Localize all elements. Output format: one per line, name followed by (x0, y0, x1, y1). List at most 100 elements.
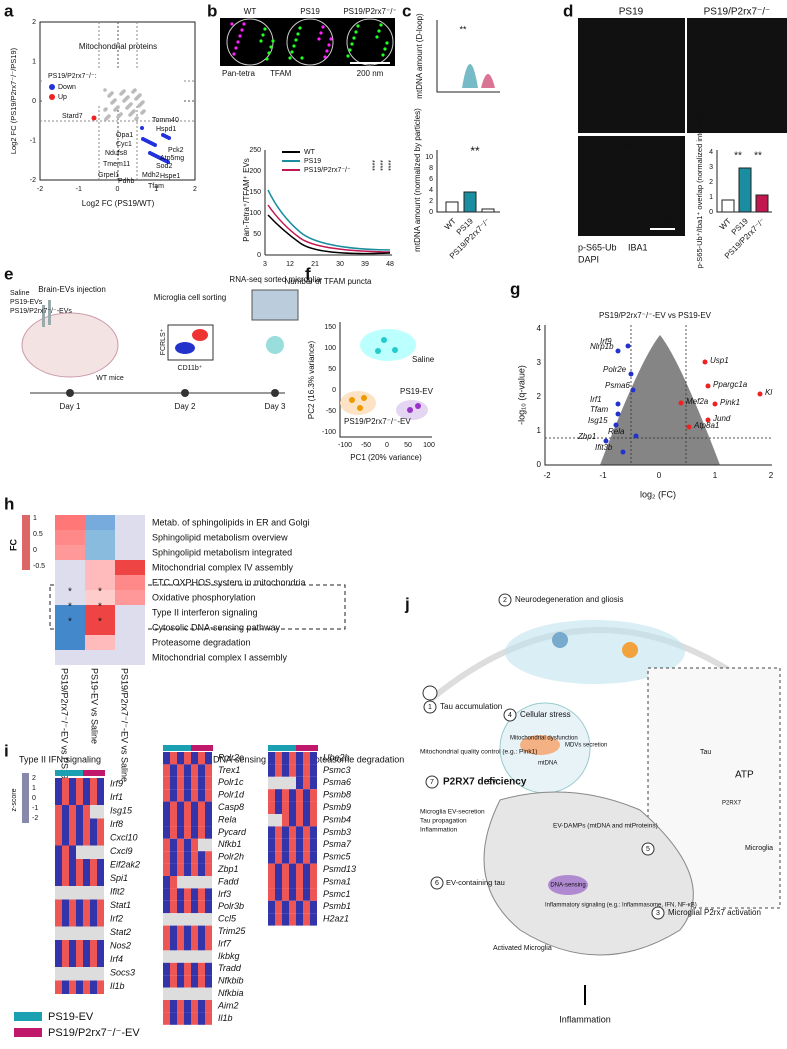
number-circle (503, 708, 517, 722)
panel-g-axes (544, 325, 772, 466)
label: Nfkb1 (218, 839, 242, 849)
heatmap-cell (296, 814, 303, 827)
label: Irf7 (218, 938, 232, 948)
heatmap-cell (177, 814, 184, 827)
legend-swatch (14, 1012, 42, 1021)
label: PS19/P2rx7⁻/⁻ (343, 7, 396, 16)
label: Nos2 (110, 940, 131, 950)
shape (350, 62, 390, 64)
label: Polr2e (218, 752, 244, 762)
heatmap-cell (170, 975, 177, 988)
label: Pdhb (118, 178, 134, 185)
label: Tmem11 (103, 161, 130, 168)
shape (520, 735, 560, 755)
dot (142, 109, 146, 113)
heatmap-cell (191, 764, 198, 777)
heatmap-cell (97, 980, 104, 994)
shape (361, 395, 367, 401)
label: 100 (324, 345, 336, 352)
label: * (68, 617, 72, 628)
dot (133, 88, 137, 92)
heatmap-cell (191, 826, 198, 839)
heatmap-cell (85, 605, 115, 620)
heatmap-cell (198, 801, 205, 814)
heatmap-cell (83, 832, 90, 846)
label: 0 (32, 98, 36, 105)
heatmap-cell (275, 789, 282, 802)
label: z-score (11, 788, 18, 811)
heatmap-cell (55, 530, 85, 545)
label: Rela (218, 814, 237, 824)
label: Fadd (218, 876, 240, 886)
heatmap-cell (62, 899, 69, 913)
panel-e-schematic (21, 289, 299, 397)
heatmap-cell (55, 650, 85, 665)
heatmap-cell (268, 913, 275, 926)
bar (445, 201, 459, 213)
label: ETC OXPHOS system in mitochondria (152, 577, 306, 587)
dot (140, 126, 144, 130)
heatmap-cell (177, 789, 184, 802)
label: Ppargc1a (713, 380, 748, 389)
dot (138, 93, 142, 97)
heatmap-cell (76, 953, 83, 967)
dot (325, 49, 329, 53)
label: Stat2 (110, 927, 131, 937)
heatmap-cell (170, 900, 177, 914)
heatmap-cell (85, 635, 115, 650)
label: 39 (361, 261, 369, 268)
label: Irf8 (110, 819, 123, 829)
heatmap-cell (303, 863, 310, 876)
label: 6 (429, 176, 433, 183)
heatmap-cell (170, 776, 177, 790)
heatmap-cell (303, 913, 310, 926)
heatmap-cell (184, 826, 191, 839)
heatmap-cell (268, 851, 275, 864)
label: 2 (769, 471, 774, 480)
label: log₂ (FC) (640, 489, 676, 499)
heatmap-cell (268, 814, 275, 827)
label: -100 (322, 429, 336, 436)
heatmap-cell (55, 791, 62, 805)
heatmap-cell (163, 764, 170, 777)
label: Tomm40 (152, 117, 179, 124)
dot (383, 47, 387, 51)
heatmap-cell (90, 859, 97, 873)
shape (483, 791, 694, 956)
label: Sod2 (156, 163, 172, 170)
label: Psmd13 (323, 864, 356, 874)
heatmap-cell (198, 764, 205, 777)
shape (48, 300, 51, 325)
label: Mitochondrial complex IV assembly (152, 562, 294, 572)
heatmap-cell (97, 899, 104, 913)
heatmap-cell (170, 888, 177, 901)
heatmap-cell (55, 818, 62, 832)
label: -50 (326, 408, 336, 415)
heatmap-cell (55, 872, 62, 886)
heatmap-cell (170, 950, 177, 963)
heatmap-cell (191, 789, 198, 802)
heatmap-cell (198, 752, 205, 765)
label: 150 (324, 324, 336, 331)
heatmap-cell (69, 886, 76, 900)
heatmap-cell (198, 987, 205, 1000)
label: Day 2 (175, 402, 196, 411)
heatmap-cell (83, 886, 90, 900)
heatmap-cell (296, 876, 303, 889)
heatmap-cell (97, 940, 104, 954)
heatmap-cell (177, 838, 184, 852)
label: Inflammation (559, 1014, 611, 1024)
heatmap-cell (191, 938, 198, 951)
heatmap-cell (303, 876, 310, 889)
shape (44, 70, 182, 104)
heatmap-cell (198, 814, 205, 827)
heatmap-cell (76, 886, 83, 900)
shape (375, 348, 381, 354)
heatmap-cell (115, 575, 145, 590)
panel-c-d-axes (436, 18, 787, 236)
label: -1 (599, 471, 607, 480)
label: Type II IFN signaling (19, 754, 101, 764)
heatmap-cell (90, 967, 97, 981)
label: 50 (404, 442, 412, 449)
heatmap-cell (177, 826, 184, 839)
